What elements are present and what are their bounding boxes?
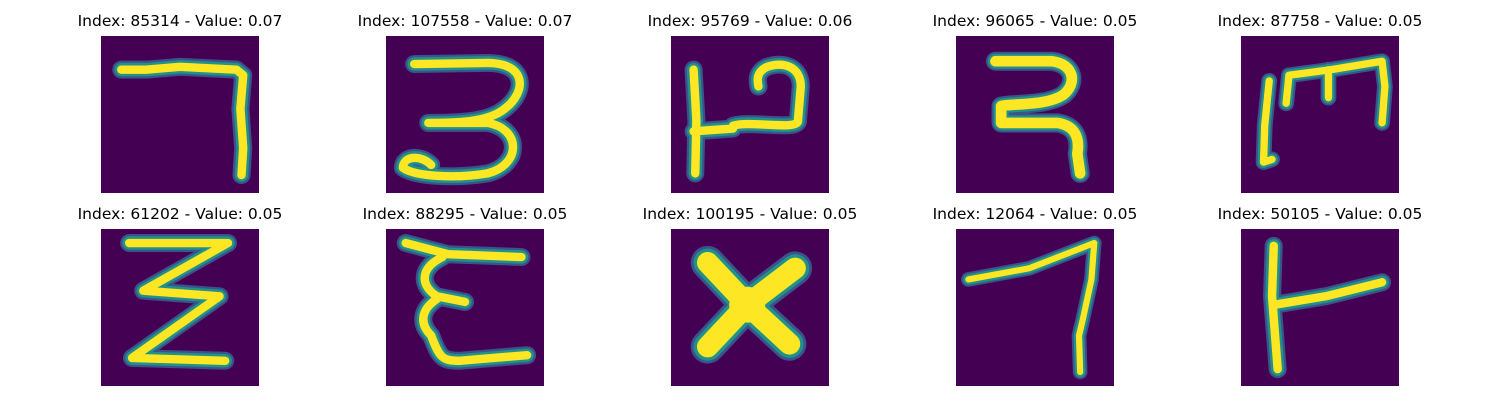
panel-8: Index: 100195 - Value: 0.05 [630, 203, 870, 388]
panel-2: Index: 107558 - Value: 0.07 [345, 10, 585, 195]
glyph-stroke-core [398, 58, 524, 181]
panel-title: Index: 61202 - Value: 0.05 [77, 205, 283, 223]
glyph-image [671, 36, 829, 193]
panel-title: Index: 12064 - Value: 0.05 [932, 205, 1138, 223]
panel-9: Index: 12064 - Value: 0.05 [915, 203, 1155, 388]
panel-10: Index: 50105 - Value: 0.05 [1200, 203, 1440, 388]
panel-title: Index: 85314 - Value: 0.07 [77, 12, 283, 30]
panel-6: Index: 61202 - Value: 0.05 [60, 203, 300, 388]
panel-3: Index: 95769 - Value: 0.06 [630, 10, 870, 195]
glyph-stroke-core [124, 238, 233, 365]
glyph-stroke-core [401, 238, 532, 365]
panel-7: Index: 88295 - Value: 0.05 [345, 203, 585, 388]
panel-title: Index: 95769 - Value: 0.06 [647, 12, 853, 30]
glyph-stroke-core [1259, 57, 1389, 166]
panel-title: Index: 50105 - Value: 0.05 [1217, 205, 1423, 223]
glyph-image [386, 229, 544, 386]
glyph-image [956, 229, 1114, 386]
panel-title: Index: 87758 - Value: 0.05 [1217, 12, 1423, 30]
panel-1: Index: 85314 - Value: 0.07 [60, 10, 300, 195]
glyph-image [956, 36, 1114, 193]
panel-title: Index: 96065 - Value: 0.05 [932, 12, 1138, 30]
glyph-image [1241, 229, 1399, 386]
glyph-stroke-core [1267, 241, 1387, 374]
glyph-image [386, 36, 544, 193]
glyph-image [101, 229, 259, 386]
panel-5: Index: 87758 - Value: 0.05 [1200, 10, 1440, 195]
panel-title: Index: 100195 - Value: 0.05 [642, 205, 858, 223]
glyph-image [101, 36, 259, 193]
glyph-stroke-core [990, 55, 1086, 179]
panel-title: Index: 88295 - Value: 0.05 [362, 205, 568, 223]
glyph-stroke-core [117, 62, 248, 180]
glyph-stroke-core [689, 60, 806, 178]
glyph-image [1241, 36, 1399, 193]
glyph-image [671, 229, 829, 386]
glyph-stroke-core [965, 239, 1098, 376]
glyph-center-blob [729, 286, 766, 323]
panel-4: Index: 96065 - Value: 0.05 [915, 10, 1155, 195]
panel-title: Index: 107558 - Value: 0.07 [357, 12, 573, 30]
